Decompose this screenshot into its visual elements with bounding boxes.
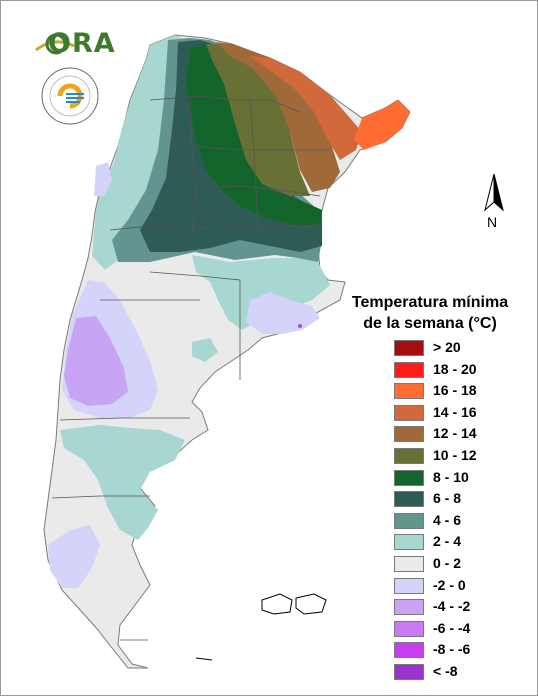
legend-label: 16 - 18 xyxy=(433,382,477,399)
legend-swatch xyxy=(394,555,424,572)
ora-swoosh-icon xyxy=(35,33,75,55)
legend-swatch xyxy=(394,491,424,508)
zone-neg2-0-north xyxy=(94,162,112,196)
zone-2-4-small xyxy=(192,338,218,362)
legend-swatch xyxy=(394,642,424,659)
legend-swatch xyxy=(394,534,424,551)
legend-swatch xyxy=(394,383,424,400)
legend-swatch xyxy=(394,447,424,464)
legend-swatch xyxy=(394,663,424,680)
zone-2-4-patagonia xyxy=(60,425,185,540)
small-island xyxy=(195,657,213,661)
legend-swatch xyxy=(394,577,424,594)
zone-2-4-center xyxy=(192,255,330,330)
legend-label: < -8 xyxy=(433,662,458,679)
legend-title-line1: Temperatura mínima xyxy=(351,294,509,311)
legend-swatch xyxy=(394,620,424,637)
legend-label: > 20 xyxy=(433,339,461,355)
zone-10-12 xyxy=(206,44,310,196)
legend-label: 18 - 20 xyxy=(433,360,477,377)
legend-label: 4 - 6 xyxy=(433,511,462,528)
legend-label: 2 - 4 xyxy=(433,533,462,550)
legend-label: 6 - 8 xyxy=(433,490,462,507)
legend-swatch xyxy=(394,426,424,443)
zone-neg2-0-east xyxy=(246,292,320,334)
north-arrow-label: N xyxy=(487,214,498,230)
zone-8-10 xyxy=(186,44,322,226)
legend-label: 0 - 2 xyxy=(433,554,462,571)
legend-swatch xyxy=(394,512,424,529)
zone-2-4-north xyxy=(92,35,186,270)
zone-14-16 xyxy=(250,56,362,160)
zone-neg4-neg2 xyxy=(64,316,128,406)
legend-title: Temperatura mínima de la semana (°C) xyxy=(330,292,530,334)
legend-label: 14 - 16 xyxy=(433,403,477,420)
legend-swatch xyxy=(394,469,424,486)
zone-12-14 xyxy=(216,42,340,192)
ora-logo: ORA xyxy=(34,28,115,62)
legend-swatch xyxy=(394,404,424,421)
marker-dot xyxy=(298,324,302,328)
smn-seal-icon xyxy=(40,66,100,126)
zone-16-18 xyxy=(354,100,410,150)
ora-logo-text: ORA xyxy=(48,28,116,59)
legend-label: 8 - 10 xyxy=(433,468,469,485)
north-arrow: N xyxy=(479,172,509,230)
legend-label: -6 - -4 xyxy=(433,619,471,636)
legend-label: -4 - -2 xyxy=(433,598,471,615)
legend-label: 10 - 12 xyxy=(433,446,477,463)
legend-swatch xyxy=(394,340,424,356)
legend-label: -2 - 0 xyxy=(433,576,466,593)
legend-label: -8 - -6 xyxy=(433,641,471,658)
legend-title-line2: de la semana (°C) xyxy=(363,315,497,332)
legend-swatch xyxy=(394,599,424,616)
legend-swatch xyxy=(394,361,424,378)
legend-label: 12 - 14 xyxy=(433,425,477,442)
zone-neg2-0-south xyxy=(48,525,100,588)
malvinas-islands xyxy=(261,593,327,615)
province-boundaries xyxy=(51,95,330,641)
north-arrow-icon xyxy=(484,173,504,212)
